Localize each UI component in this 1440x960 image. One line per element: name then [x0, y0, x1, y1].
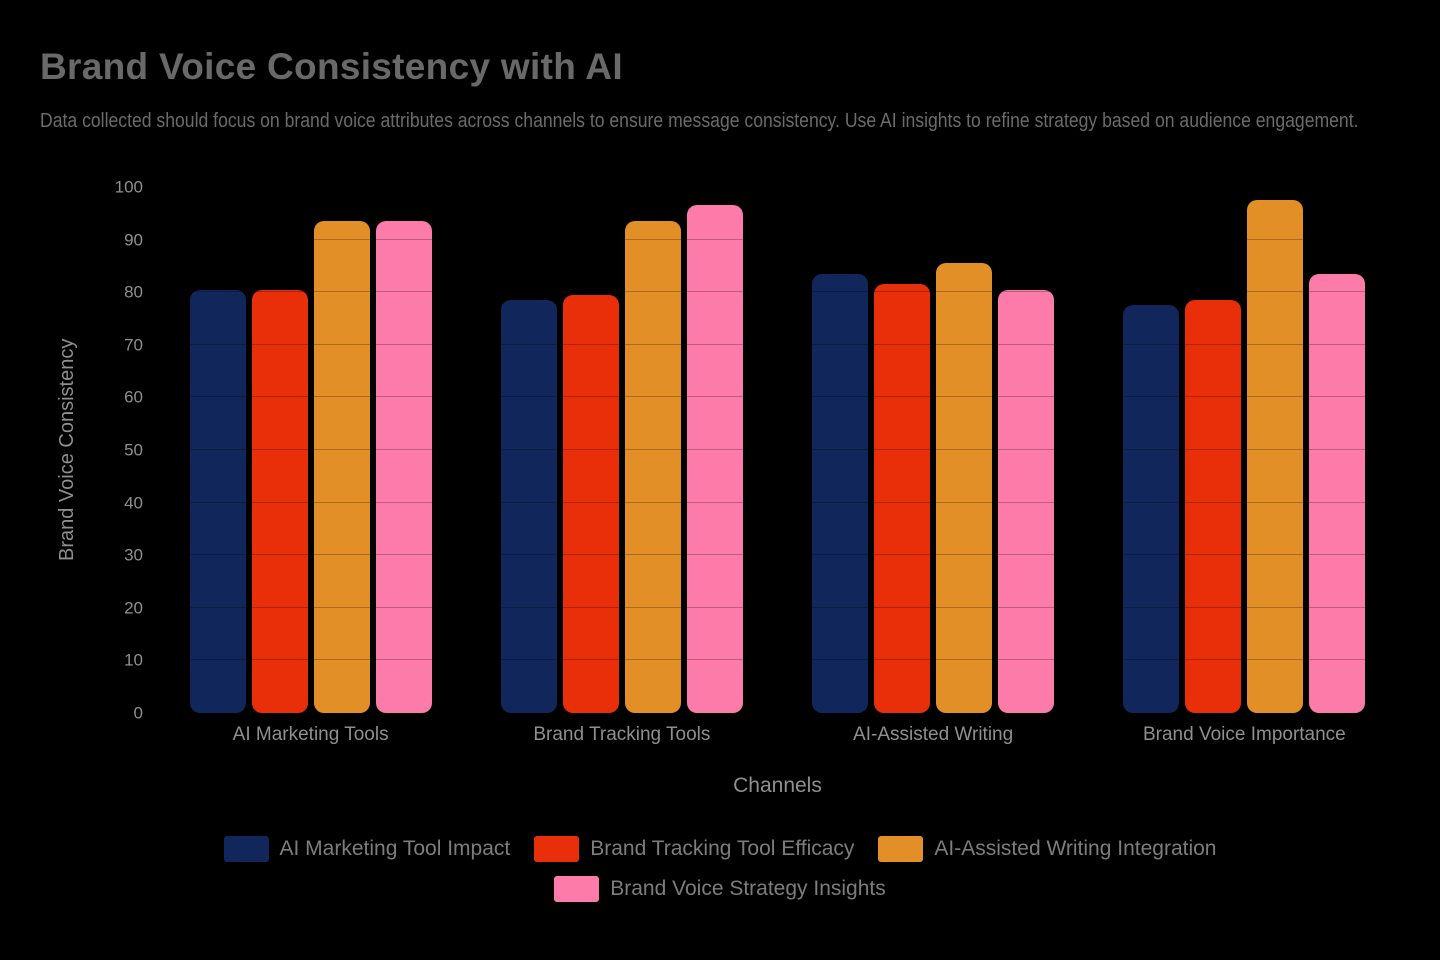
y-tick-label-60: 60	[124, 387, 143, 407]
legend-label-brand-voice-strategy-insights: Brand Voice Strategy Insights	[610, 877, 886, 900]
y-axis-title: Brand Voice Consistency	[56, 338, 78, 562]
bar-group-ai-marketing-tools	[189, 187, 432, 713]
bar-ai-assisted-writing-integration	[936, 263, 993, 713]
legend-item-brand-tracking-tool-efficacy[interactable]: Brand Tracking Tool Efficacy	[534, 836, 854, 862]
x-axis-category-labels: AI Marketing Tools Brand Tracking Tools AI…	[155, 724, 1400, 754]
legend-swatch-ai-assisted-writing-integration	[878, 836, 924, 862]
bar-brand-tracking-tool-efficacy	[874, 284, 931, 713]
legend-label-ai-assisted-writing-integration: AI-Assisted Writing Integration	[934, 837, 1217, 860]
legend-item-ai-marketing-tool-impact[interactable]: AI Marketing Tool Impact	[223, 836, 511, 862]
legend-row-2: Brand Voice Strategy Insights	[554, 876, 886, 902]
legend-label-ai-marketing-tool-impact: AI Marketing Tool Impact	[279, 837, 511, 860]
category-label-brand-tracking-tools: Brand Tracking Tools	[533, 724, 711, 745]
bar-brand-tracking-tool-efficacy	[562, 294, 619, 713]
bar-ai-marketing-tool-impact	[812, 273, 869, 713]
chart-title: Brand Voice Consistency with AI	[40, 46, 623, 87]
y-tick-label-70: 70	[124, 335, 143, 355]
legend-label-brand-tracking-tool-efficacy: Brand Tracking Tool Efficacy	[590, 837, 855, 860]
bar-ai-assisted-writing-integration	[1247, 200, 1304, 713]
bar-brand-tracking-tool-efficacy	[251, 289, 308, 713]
y-tick-label-20: 20	[124, 598, 143, 618]
legend-swatch-brand-voice-strategy-insights	[554, 876, 600, 902]
bar-ai-marketing-tool-impact	[189, 289, 246, 713]
y-tick-label-0: 0	[133, 703, 143, 723]
bar-ai-assisted-writing-integration	[313, 221, 370, 713]
legend-item-ai-assisted-writing-integration[interactable]: AI-Assisted Writing Integration	[878, 836, 1217, 862]
bar-brand-tracking-tool-efficacy	[1185, 300, 1242, 713]
bar-brand-voice-strategy-insights	[1309, 273, 1366, 713]
y-tick-label-40: 40	[124, 493, 143, 513]
bar-ai-assisted-writing-integration	[624, 221, 681, 713]
y-tick-label-10: 10	[124, 650, 143, 670]
y-tick-label-30: 30	[124, 545, 143, 565]
x-axis-title: Channels	[733, 774, 822, 797]
y-tick-label-90: 90	[124, 230, 143, 250]
category-label-ai-assisted-writing: AI-Assisted Writing	[853, 724, 1014, 745]
chart-subtitle: Data collected should focus on brand voi…	[40, 110, 1359, 132]
bar-ai-marketing-tool-impact	[1123, 305, 1180, 713]
category-label-ai-marketing-tools: AI Marketing Tools	[232, 724, 389, 745]
y-tick-label-50: 50	[124, 440, 143, 460]
bar-brand-voice-strategy-insights	[375, 221, 432, 713]
bar-group-brand-voice-importance	[1123, 187, 1366, 713]
legend-swatch-brand-tracking-tool-efficacy	[534, 836, 580, 862]
bar-brand-voice-strategy-insights	[998, 289, 1055, 713]
plot-area	[155, 186, 1400, 713]
bar-group-brand-tracking-tools	[500, 187, 743, 713]
y-tick-label-100: 100	[114, 177, 143, 197]
legend-row-1: AI Marketing Tool Impact Brand Tracking T…	[223, 836, 1217, 862]
bar-brand-voice-strategy-insights	[686, 205, 743, 713]
bar-ai-marketing-tool-impact	[500, 300, 557, 713]
y-tick-label-80: 80	[124, 282, 143, 302]
legend: AI Marketing Tool Impact Brand Tracking T…	[0, 836, 1440, 902]
category-label-brand-voice-importance: Brand Voice Importance	[1142, 724, 1346, 745]
legend-swatch-ai-marketing-tool-impact	[223, 836, 269, 862]
y-axis-ticks: 0 10 20 30 40 50 60 70 80 90 100	[88, 179, 143, 722]
bar-group-ai-assisted-writing	[812, 187, 1055, 713]
legend-item-brand-voice-strategy-insights[interactable]: Brand Voice Strategy Insights	[554, 876, 886, 902]
